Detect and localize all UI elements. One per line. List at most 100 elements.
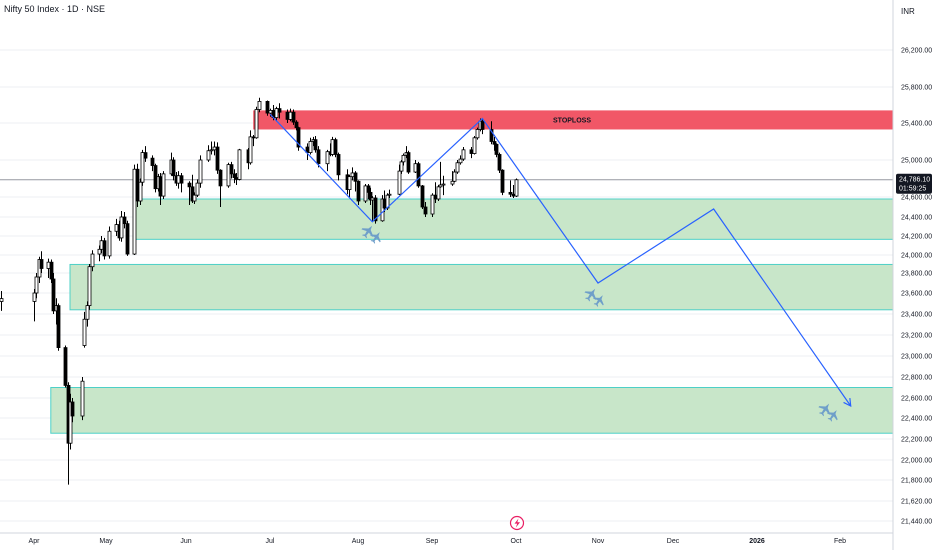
candle-body (0, 298, 4, 302)
price-tick-label: 24,200.00 (901, 234, 932, 241)
candle-body (387, 193, 392, 196)
candle-body (82, 318, 87, 346)
time-tick-label: Nov (592, 538, 605, 545)
candle (90, 250, 95, 272)
candle-body (150, 157, 155, 166)
candle (438, 161, 443, 188)
candle-body (461, 149, 466, 160)
plane-shape (818, 403, 831, 417)
countdown-text: 01:59:25 (899, 185, 926, 192)
candle (387, 189, 392, 198)
candle (51, 273, 56, 314)
candle (511, 184, 516, 198)
price-tick-label: 23,000.00 (901, 354, 932, 361)
candle-body (458, 158, 463, 164)
candle-body (274, 108, 279, 118)
candle-body (433, 194, 438, 200)
candle-body (399, 161, 404, 172)
candle-body (229, 164, 234, 175)
price-tick-label: 21,620.00 (901, 499, 932, 506)
demand-zone-2-zone (69, 263, 894, 311)
time-tick-label: 2026 (749, 538, 765, 545)
candle-body (34, 276, 39, 294)
candle-body (489, 129, 494, 142)
candle (494, 143, 499, 158)
candle (497, 152, 502, 173)
candle-body (296, 127, 301, 148)
price-tick-label: 23,600.00 (901, 291, 932, 298)
candle-body (472, 137, 477, 154)
candle-body (363, 185, 368, 202)
candle-body (85, 305, 90, 320)
candle (70, 398, 75, 423)
candle (56, 303, 61, 351)
candle-body (102, 240, 107, 257)
candle-body (87, 266, 92, 307)
candle (215, 142, 220, 174)
candle (257, 97, 262, 113)
candle-body (99, 240, 104, 250)
candles (0, 97, 519, 485)
candle (87, 264, 92, 310)
candle-body (70, 401, 75, 417)
candle-body (420, 185, 425, 208)
price-tick-label: 21,800.00 (901, 478, 932, 485)
current-price-badge: 24,786.10 01:59:25 (896, 173, 932, 194)
candle (461, 147, 466, 161)
time-tick-label: Oct (511, 538, 522, 545)
candle-body (46, 261, 51, 269)
candle-body (80, 380, 85, 417)
plane-shape (584, 288, 597, 302)
price-tick-label: 23,400.00 (901, 312, 932, 319)
candle (179, 172, 184, 193)
candle-body (511, 193, 516, 197)
candle-body (179, 175, 184, 184)
price-tick-label: 24,600.00 (901, 195, 932, 202)
time-tick-label: May (99, 538, 113, 545)
candle (209, 141, 214, 155)
candle-body (198, 159, 203, 184)
candle-body (500, 169, 505, 193)
price-tick-label: 24,000.00 (901, 253, 932, 260)
candle (475, 127, 480, 140)
candle (363, 184, 368, 203)
candle (450, 171, 455, 186)
candle-body (330, 139, 335, 155)
candle (353, 171, 358, 192)
candle-body (438, 184, 443, 188)
candle (80, 377, 85, 421)
airplane-icon (818, 403, 838, 422)
price-tick-label: 23,800.00 (901, 271, 932, 278)
candle (135, 163, 140, 207)
demand-zone-3-zone (50, 387, 894, 434)
candle-body (51, 278, 56, 312)
candle (508, 180, 513, 197)
candle-body (450, 180, 455, 185)
candle (420, 184, 425, 209)
candle (248, 130, 253, 165)
candle-body (195, 182, 200, 196)
candle (161, 171, 166, 199)
price-tick-label: 22,000.00 (901, 458, 932, 465)
candle (32, 289, 37, 322)
stoploss-zone (253, 110, 893, 130)
candle (102, 237, 107, 260)
candle (192, 192, 197, 204)
candle (336, 152, 341, 181)
candle (176, 171, 181, 189)
candle (296, 126, 301, 151)
candle-body (356, 180, 361, 202)
candle (34, 273, 39, 299)
candle-body (107, 230, 112, 257)
plane-shape (361, 225, 374, 239)
candle-body (353, 172, 358, 182)
candle (226, 162, 231, 188)
currency-label[interactable]: INR (901, 7, 915, 16)
candle (218, 169, 223, 207)
lightning-event-icon[interactable] (509, 515, 525, 531)
candle (430, 193, 435, 217)
candle (452, 169, 457, 183)
candle-body (158, 176, 163, 197)
candle-body (237, 149, 242, 180)
